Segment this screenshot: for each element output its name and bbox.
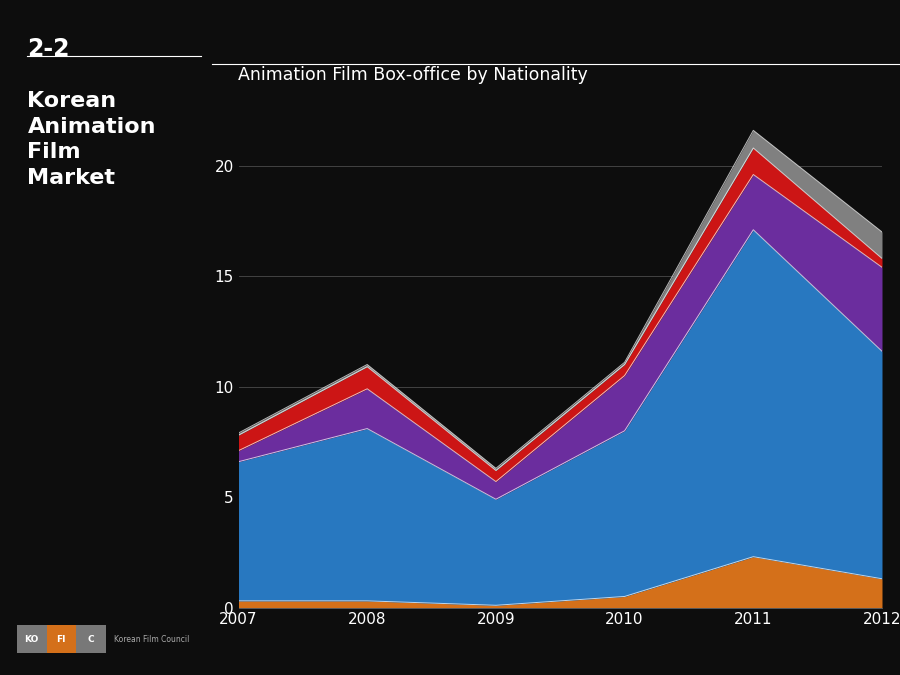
- FancyBboxPatch shape: [17, 625, 47, 653]
- Text: Korean
Animation
Film
Market: Korean Animation Film Market: [28, 91, 156, 188]
- Text: Korean Film Council: Korean Film Council: [114, 634, 190, 644]
- Text: 2-2: 2-2: [28, 37, 70, 61]
- Text: FI: FI: [57, 634, 66, 644]
- FancyBboxPatch shape: [76, 625, 106, 653]
- Text: Animation Film Box-office by Nationality: Animation Film Box-office by Nationality: [238, 66, 589, 84]
- Text: C: C: [87, 634, 94, 644]
- Text: KO: KO: [24, 634, 39, 644]
- FancyBboxPatch shape: [47, 625, 76, 653]
